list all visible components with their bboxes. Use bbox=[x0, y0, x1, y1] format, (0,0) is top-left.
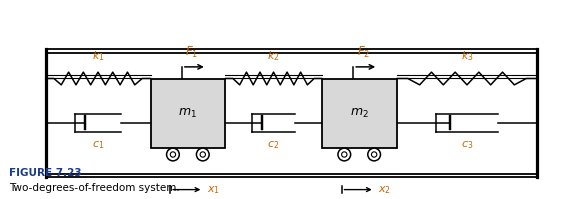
Text: Two-degrees-of-freedom system.: Two-degrees-of-freedom system. bbox=[9, 183, 180, 193]
Circle shape bbox=[167, 148, 180, 161]
Text: $F_2$: $F_2$ bbox=[357, 45, 370, 60]
Circle shape bbox=[371, 152, 377, 157]
Text: $F_1$: $F_1$ bbox=[185, 45, 198, 60]
Bar bbox=[150, 79, 225, 148]
Text: $m_1$: $m_1$ bbox=[178, 107, 197, 120]
Text: $m_2$: $m_2$ bbox=[350, 107, 368, 120]
Circle shape bbox=[342, 152, 347, 157]
Circle shape bbox=[338, 148, 350, 161]
Circle shape bbox=[368, 148, 381, 161]
Text: $c_1$: $c_1$ bbox=[92, 139, 104, 151]
Text: $x_1$: $x_1$ bbox=[206, 184, 220, 195]
Text: $x_2$: $x_2$ bbox=[378, 184, 391, 195]
Text: $k_2$: $k_2$ bbox=[267, 49, 280, 63]
Circle shape bbox=[200, 152, 205, 157]
Circle shape bbox=[196, 148, 209, 161]
Bar bbox=[322, 79, 396, 148]
Circle shape bbox=[170, 152, 175, 157]
Text: FIGURE 7.23: FIGURE 7.23 bbox=[9, 168, 82, 178]
Text: $c_2$: $c_2$ bbox=[268, 139, 280, 151]
Text: $k_1$: $k_1$ bbox=[92, 49, 104, 63]
Text: $k_3$: $k_3$ bbox=[461, 49, 473, 63]
Text: $c_3$: $c_3$ bbox=[461, 139, 473, 151]
